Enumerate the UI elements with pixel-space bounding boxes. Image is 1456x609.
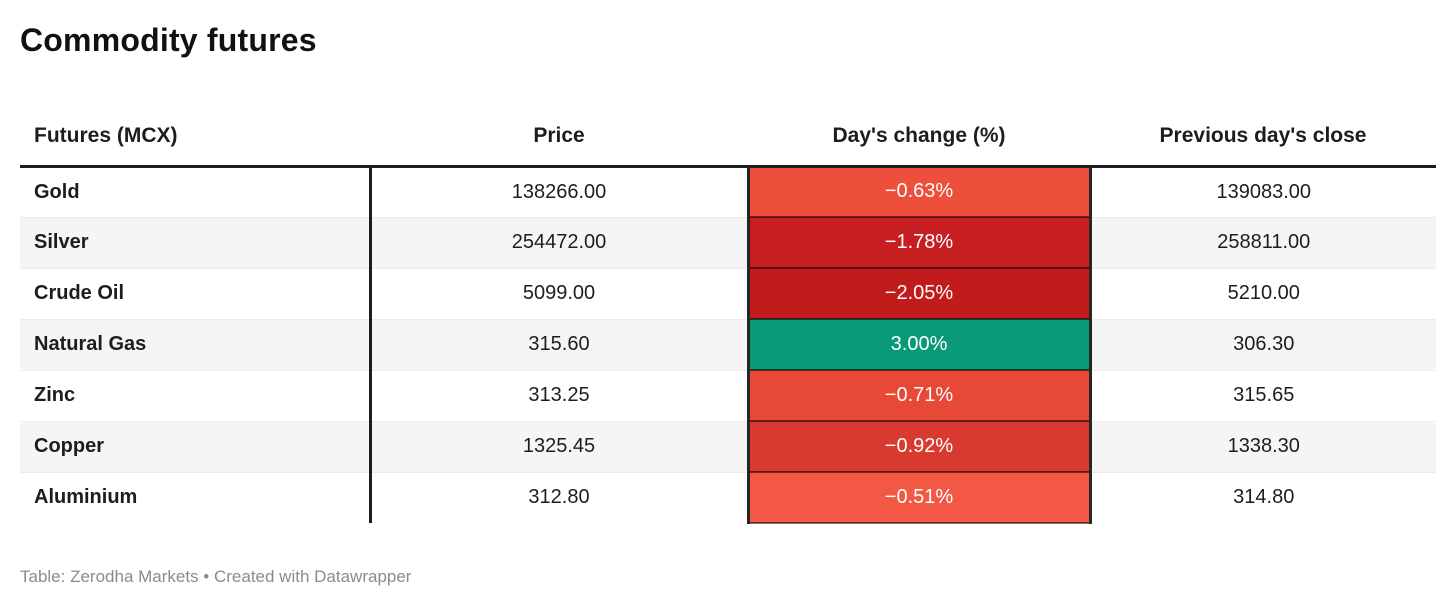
change-cell: −0.63% [746, 166, 1092, 217]
table-row-natural-gas: Natural Gas 315.60 3.00% 306.30 [20, 318, 1436, 370]
price-cell: 312.80 [370, 471, 748, 523]
header-row: Futures (MCX) Price Day's change (%) Pre… [20, 108, 1436, 168]
prev-close-cell: 314.80 [1090, 471, 1436, 523]
prev-close-cell: 139083.00 [1216, 180, 1312, 203]
prev-close-cell: 315.65 [1090, 369, 1436, 421]
futures-name: Zinc [20, 369, 372, 421]
price-cell: 313.25 [370, 369, 748, 421]
table-row-aluminium: Aluminium 312.80 −0.51% 314.80 [20, 471, 1436, 524]
prev-close-cell: 258811.00 [1090, 216, 1436, 268]
table-row-copper: Copper 1325.45 −0.92% 1338.30 [20, 420, 1436, 472]
table-attribution: Table: Zerodha Markets • Created with Da… [20, 567, 412, 586]
prev-close-cell: 306.30 [1090, 318, 1436, 370]
col-header-price: Price [370, 108, 748, 168]
change-cell: −1.78% [746, 216, 1092, 268]
futures-name: Gold [20, 166, 372, 217]
futures-name: Aluminium [20, 471, 372, 523]
page-title: Commodity futures [20, 22, 317, 58]
futures-name: Natural Gas [20, 318, 372, 370]
futures-name: Silver [20, 216, 372, 268]
change-cell: −2.05% [746, 267, 1092, 319]
price-cell: 315.60 [370, 318, 748, 370]
futures-name: Copper [20, 420, 372, 472]
change-cell: 3.00% [746, 318, 1092, 370]
prev-close-cell: 5210.00 [1090, 267, 1436, 319]
table-row-crude-oil: Crude Oil 5099.00 −2.05% 5210.00 [20, 267, 1436, 319]
price-cell: 254472.00 [370, 216, 748, 268]
commodity-futures-table: Futures (MCX) Price Day's change (%) Pre… [20, 108, 1436, 524]
price-cell: 1325.45 [370, 420, 748, 472]
col-header-prev-close: Previous day's close [1090, 108, 1436, 168]
change-cell: −0.92% [746, 420, 1092, 472]
price-cell: 138266.00 [511, 180, 607, 203]
col-header-futures: Futures (MCX) [20, 108, 370, 168]
change-cell: −0.51% [746, 471, 1092, 524]
table-row-gold: Gold 138266.00 −0.63% 139083.00 [20, 166, 1436, 217]
table-row-zinc: Zinc 313.25 −0.71% 315.65 [20, 369, 1436, 421]
table-row-silver: Silver 254472.00 −1.78% 258811.00 [20, 216, 1436, 268]
col-header-days-change: Day's change (%) [748, 108, 1090, 168]
futures-name: Crude Oil [20, 267, 372, 319]
change-cell: −0.71% [746, 369, 1092, 421]
price-cell: 5099.00 [370, 267, 748, 319]
prev-close-cell: 1338.30 [1090, 420, 1436, 472]
